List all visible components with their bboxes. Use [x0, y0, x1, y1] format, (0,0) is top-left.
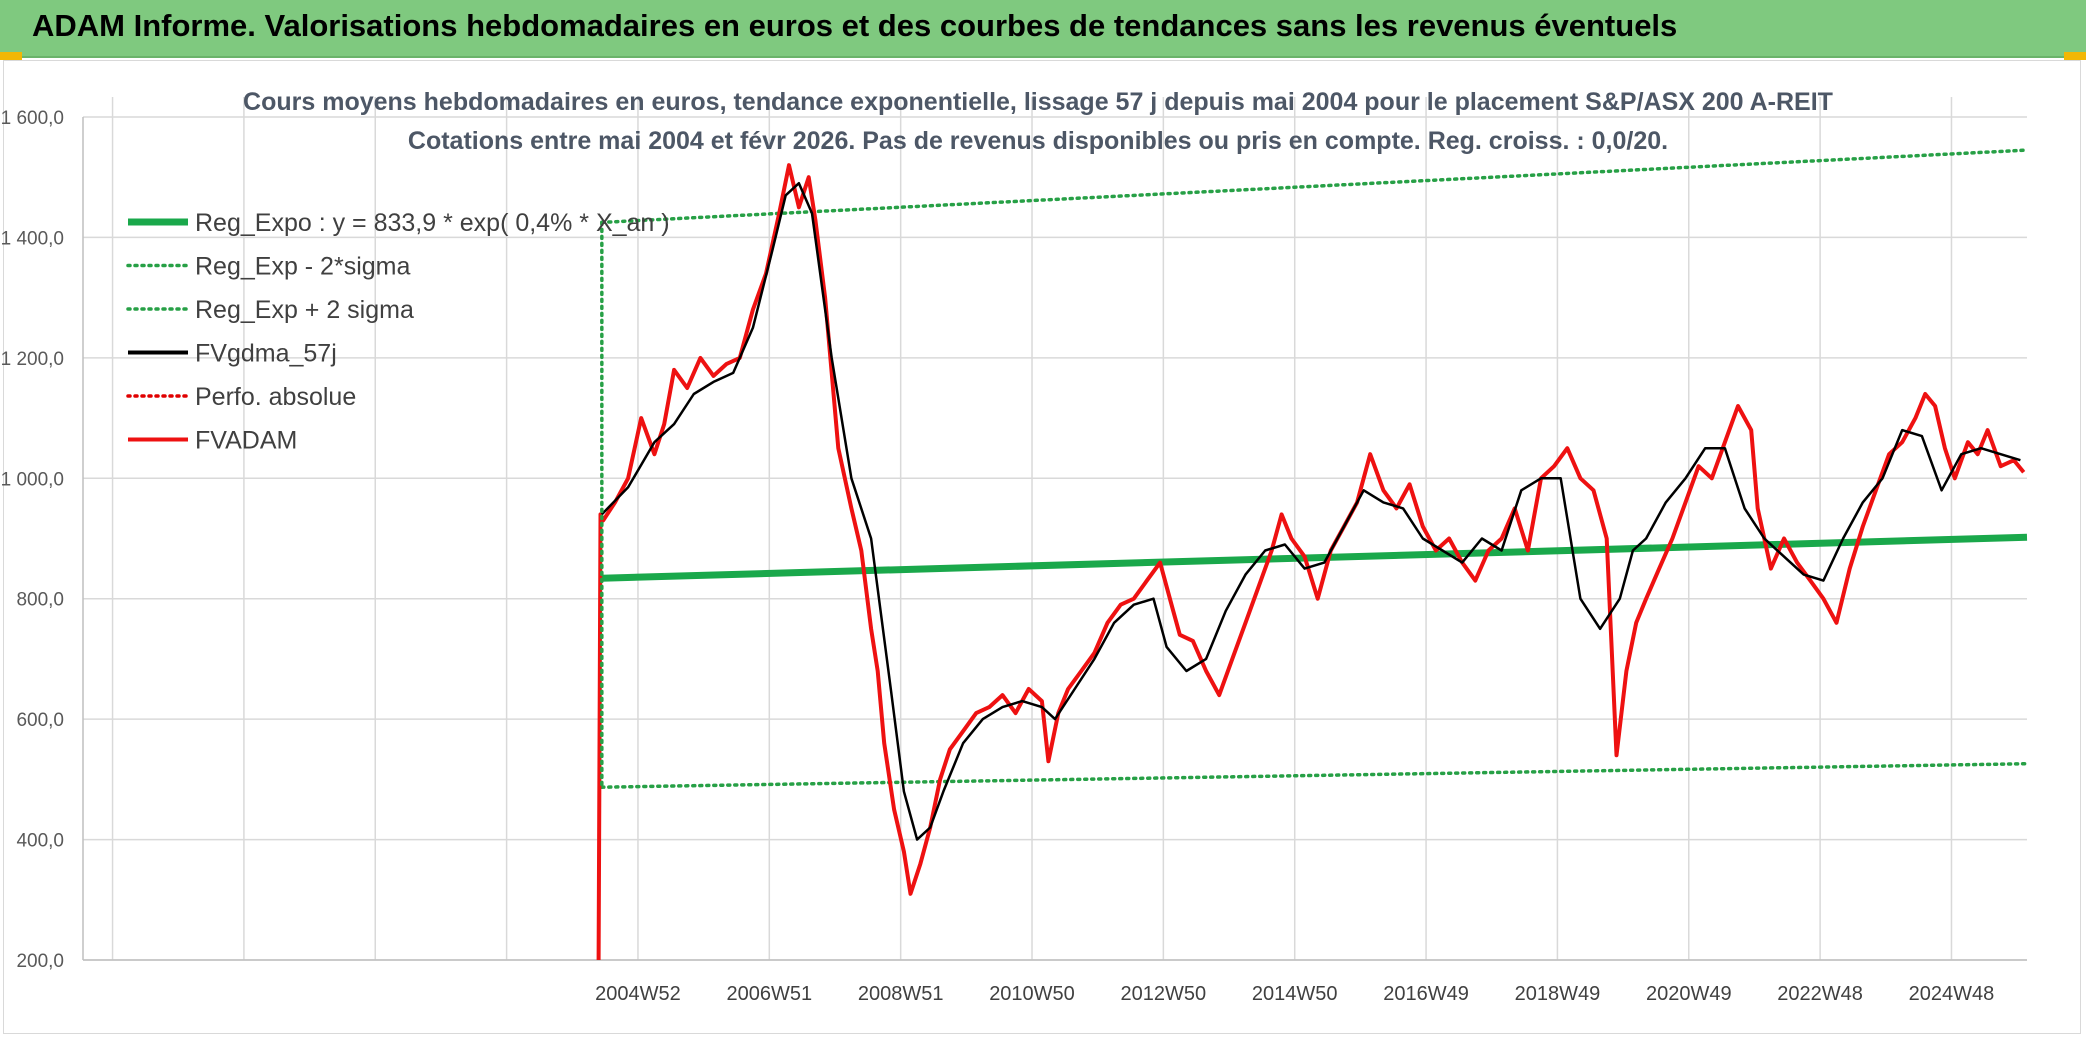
chart-title-line1: Cours moyens hebdomadaires en euros, ten…	[243, 88, 1833, 116]
series-lower-sigma	[600, 761, 2029, 789]
y-tick-label: 1 000,0	[1, 469, 64, 490]
legend-label: Reg_Exp - 2*sigma	[195, 253, 410, 281]
chart-title-line2: Cotations entre mai 2004 et févr 2026. P…	[408, 127, 1668, 155]
title-banner: ADAM Informe. Valorisations hebdomadaire…	[0, 0, 2086, 58]
y-tick-label: 200,0	[16, 951, 64, 972]
y-tick-label: 600,0	[16, 710, 64, 731]
x-tick-label: 2022W48	[1777, 983, 1863, 1005]
x-tick-label: 2010W50	[989, 983, 1075, 1005]
legend-label: Perfo. absolue	[195, 383, 356, 411]
corner-mark-left	[0, 52, 22, 60]
series	[596, 148, 2029, 961]
x-tick-label: 2020W49	[1646, 983, 1732, 1005]
x-tick-label: 2016W49	[1383, 983, 1469, 1005]
banner-title: ADAM Informe. Valorisations hebdomadaire…	[32, 8, 1678, 43]
x-tick-label: 2004W52	[595, 983, 681, 1005]
legend: Reg_Expo : y = 833,9 * exp( 0,4% * X_an …	[126, 209, 670, 455]
series-fvadam	[596, 163, 2026, 961]
legend-label: FVgdma_57j	[195, 340, 337, 368]
y-tick-label: 1 600,0	[1, 108, 64, 129]
y-tick-label: 1 200,0	[1, 349, 64, 370]
corner-mark-right	[2064, 52, 2086, 60]
legend-label: Reg_Expo : y = 833,9 * exp( 0,4% * X_an …	[195, 209, 670, 237]
axes: 200,0 400,0 600,0 800,0 1 000,0 1 200,0 1 400,…	[1, 108, 2027, 1005]
legend-label: FVADAM	[195, 427, 297, 455]
x-tick-label: 2018W49	[1515, 983, 1601, 1005]
series-upper-sigma	[600, 148, 2029, 225]
y-tick-label: 800,0	[16, 590, 64, 611]
x-tick-label: 2024W48	[1909, 983, 1995, 1005]
x-tick-label: 2006W51	[726, 983, 812, 1005]
series-reg-expo	[601, 533, 2028, 582]
series-fvgdma-57j	[600, 181, 2021, 841]
legend-label: Reg_Exp + 2 sigma	[195, 296, 414, 324]
y-tick-label: 1 400,0	[1, 228, 64, 249]
x-tick-label: 2014W50	[1252, 983, 1338, 1005]
x-tick-label: 2012W50	[1121, 983, 1207, 1005]
x-tick-label: 2008W51	[858, 983, 944, 1005]
y-tick-label: 400,0	[16, 831, 64, 852]
